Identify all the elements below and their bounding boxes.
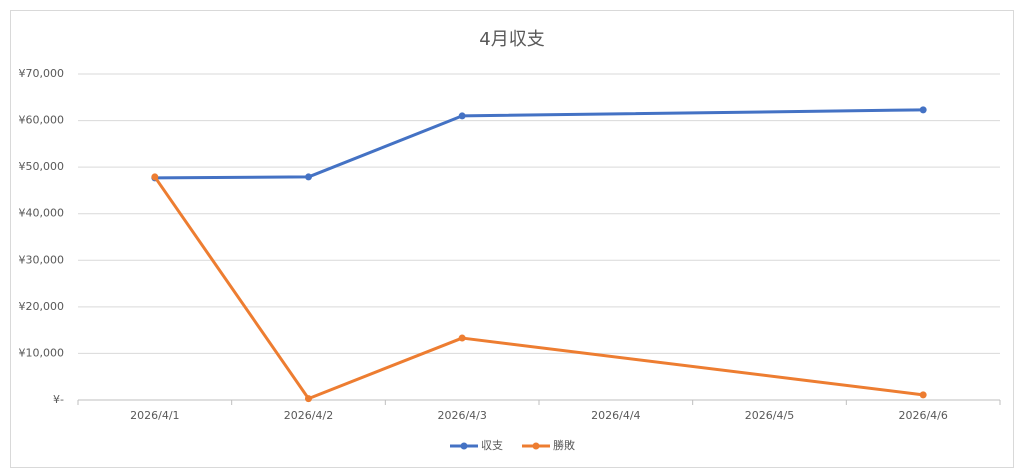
x-tick-label: 2026/4/4 — [591, 409, 640, 422]
data-point — [919, 391, 927, 399]
data-point — [305, 173, 312, 181]
legend-marker — [532, 442, 540, 450]
y-tick-label: ¥10,000 — [19, 346, 65, 359]
data-point — [151, 173, 159, 181]
x-tick-label: 2026/4/5 — [745, 409, 794, 422]
data-point — [305, 395, 312, 403]
chart-title: 4月収支 — [479, 29, 544, 50]
data-point — [919, 106, 927, 114]
y-tick-label: ¥- — [53, 393, 64, 406]
data-point — [458, 112, 466, 120]
y-tick-label: ¥70,000 — [19, 67, 65, 80]
y-tick-label: ¥20,000 — [19, 300, 65, 313]
chart-border — [10, 10, 1014, 468]
x-tick-label: 2026/4/1 — [130, 409, 179, 422]
legend-marker — [460, 442, 468, 450]
y-tick-label: ¥40,000 — [19, 207, 65, 220]
legend-label: 勝敗 — [553, 438, 575, 452]
x-tick-label: 2026/4/2 — [284, 409, 333, 422]
x-tick-label: 2026/4/3 — [437, 409, 486, 422]
y-tick-label: ¥30,000 — [19, 253, 65, 266]
data-point — [458, 334, 466, 342]
legend-label: 収支 — [481, 439, 503, 452]
series-line — [154, 108, 924, 180]
x-tick-label: 2026/4/6 — [898, 409, 947, 422]
y-tick-label: ¥50,000 — [19, 160, 65, 173]
y-tick-label: ¥60,000 — [19, 114, 65, 127]
series-line — [153, 176, 924, 401]
